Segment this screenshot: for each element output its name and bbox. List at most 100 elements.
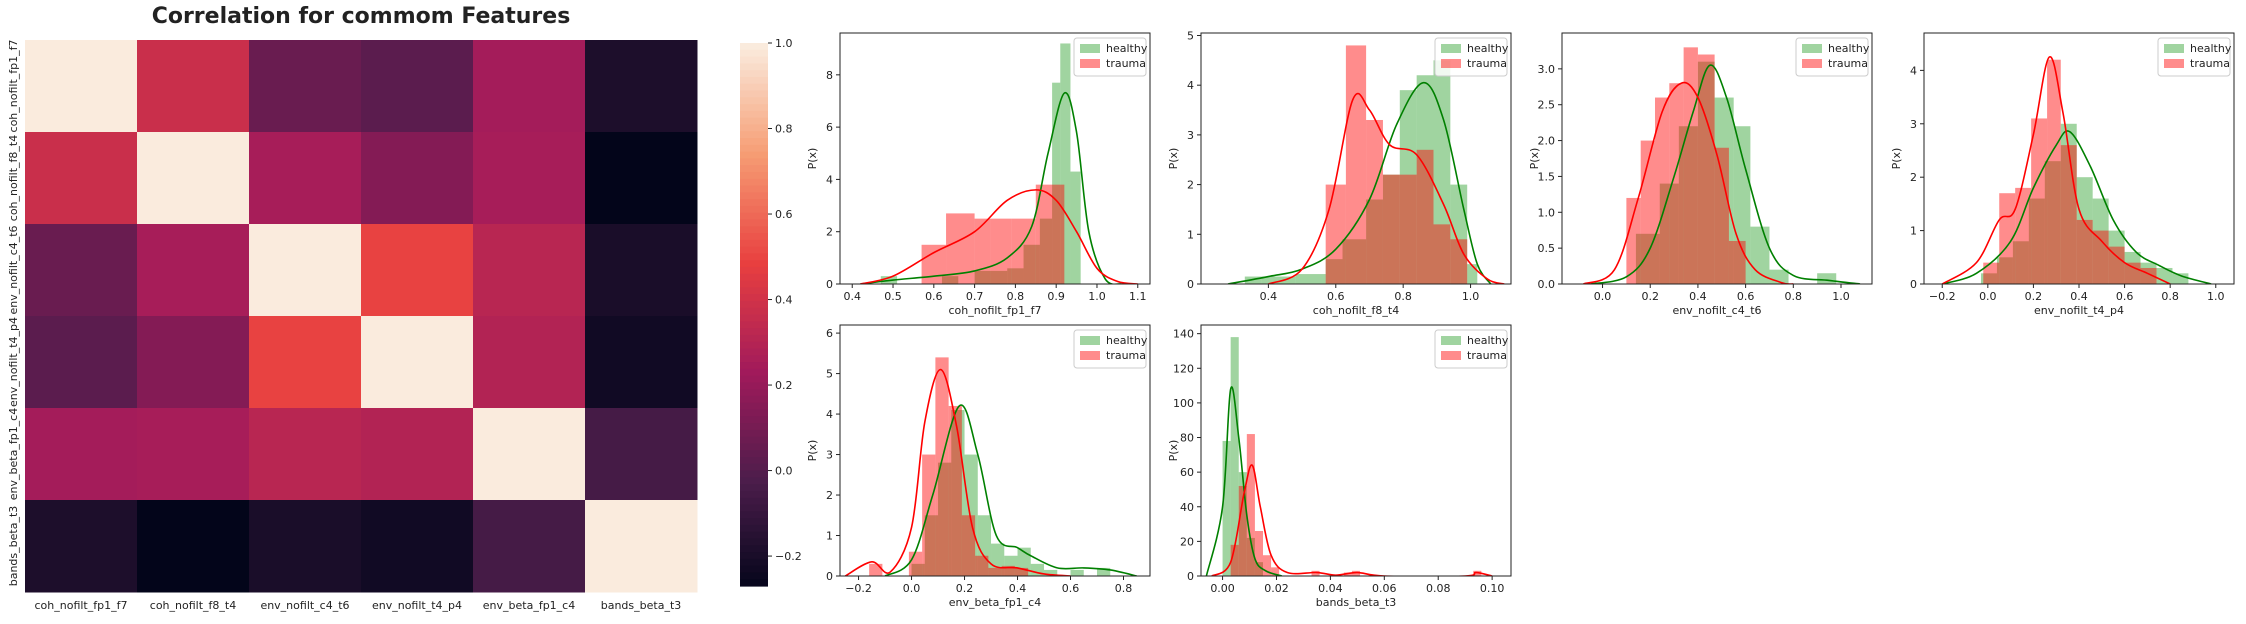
histogram-bar-trauma (908, 551, 923, 576)
colorbar-segment (740, 307, 768, 316)
colorbar-segment (740, 117, 768, 126)
histogram-bar-trauma (961, 515, 976, 576)
y-tick-label: 1 (826, 530, 833, 543)
heatmap-cell (25, 224, 138, 317)
heatmap-y-tick-label: env_beta_fp1_c4 (7, 408, 20, 500)
histogram-bar-healthy (1635, 233, 1660, 284)
histogram-bar-healthy (1342, 239, 1367, 284)
y-tick-label: 0 (1910, 278, 1917, 291)
colorbar-segment (740, 416, 768, 424)
histogram-bar-healthy (1467, 264, 1478, 284)
histogram-bar-healthy (1246, 537, 1255, 576)
heatmap-title: Correlation for commom Features (152, 4, 571, 29)
y-tick-label: 3 (826, 449, 833, 462)
histogram-bar-trauma (1366, 119, 1383, 284)
histogram-bar-trauma (1271, 567, 1280, 576)
histogram-bar-healthy (1996, 257, 2013, 284)
histogram-bar-trauma (1343, 572, 1352, 576)
x-tick-label: 1.0 (1462, 290, 1480, 303)
y-tick-label: 40 (1180, 501, 1194, 514)
colorbar-segment (740, 348, 768, 356)
histogram-bar-healthy (974, 270, 991, 284)
x-tick-label: 0.0 (903, 582, 921, 595)
colorbar-segment (740, 239, 768, 248)
legend-swatch-healthy (1080, 336, 1100, 345)
y-tick-label: 4 (826, 408, 833, 421)
colorbar-segment (740, 314, 768, 322)
colorbar-segment (740, 375, 768, 383)
colorbar-segment (740, 56, 768, 64)
heatmap-x-tick-label: coh_nofilt_fp1_f7 (35, 599, 128, 612)
histogram-bar-healthy (1714, 97, 1734, 284)
y-tick-label: 6 (826, 327, 833, 340)
histogram-bar-healthy (2076, 177, 2093, 284)
panel-frame (839, 32, 1151, 285)
histogram-bar-trauma (2108, 246, 2125, 284)
y-axis-label: P(x) (806, 440, 819, 462)
heatmap-cell (361, 224, 474, 317)
colorbar-segment (740, 545, 768, 553)
x-tick-label: 0.8 (1785, 290, 1803, 303)
colorbar-segment (740, 470, 768, 478)
heatmap-cell (585, 408, 698, 501)
colorbar-segment (740, 328, 768, 336)
colorbar-segment (740, 165, 768, 173)
colorbar-segment (740, 287, 768, 295)
histogram-bar-healthy (1295, 274, 1326, 284)
x-axis-label: env_nofilt_t4_p4 (2034, 304, 2124, 317)
histogram-bar-trauma (1655, 97, 1670, 284)
x-tick-label: −0.2 (1929, 290, 1956, 303)
heatmap-cell (473, 132, 586, 225)
x-tick-label: 0.10 (1480, 582, 1505, 595)
colorbar-segment (740, 362, 768, 370)
heatmap-cell (473, 316, 586, 409)
y-tick-label: 4 (1187, 79, 1194, 92)
histogram-bar-healthy (2172, 273, 2189, 284)
heatmap-cell (361, 500, 474, 593)
colorbar-tick-label: 1.0 (775, 37, 793, 50)
colorbar-tick-label: 0.6 (775, 208, 793, 221)
y-tick-label: 5 (1187, 29, 1194, 42)
heatmap-y-tick-label: coh_nofilt_f8_t4 (7, 135, 20, 221)
colorbar-segment (740, 565, 768, 574)
y-axis-label: P(x) (1167, 148, 1180, 170)
legend-label-trauma: trauma (1467, 57, 1507, 70)
panel-frame (1200, 32, 1512, 285)
histogram-bar-trauma (975, 555, 989, 576)
legend-swatch-trauma (1441, 59, 1461, 68)
histogram-bar-healthy (1007, 268, 1024, 284)
y-tick-label: 6 (826, 121, 833, 134)
heatmap-cell (137, 40, 250, 133)
kde-line-healthy (1205, 386, 1283, 576)
y-tick-label: 4 (1910, 64, 1917, 77)
heatmap-cell (137, 408, 250, 501)
panel-plot-area (1941, 56, 2212, 284)
heatmap-cell (361, 132, 474, 225)
x-tick-label: 1.0 (2207, 290, 2225, 303)
heatmap-x-tick-label: env_nofilt_t4_p4 (372, 599, 462, 612)
histogram-bar-healthy (911, 563, 925, 576)
y-tick-label: 5 (826, 368, 833, 381)
histogram-bar-trauma (1697, 54, 1715, 284)
histogram-bar-trauma (1416, 149, 1434, 284)
colorbar-segment (740, 131, 768, 139)
colorbar-segment (740, 463, 768, 472)
heatmap-cell (137, 224, 250, 317)
histogram-bar-healthy (1039, 218, 1053, 284)
kde-line-healthy (1590, 64, 1861, 284)
legend-label-healthy: healthy (1467, 42, 1509, 55)
heatmap-cell (25, 500, 138, 593)
x-tick-label: 0.00 (1210, 582, 1235, 595)
heatmap-cell (585, 224, 698, 317)
y-tick-label: 1.0 (1538, 206, 1556, 219)
heatmap-cell (249, 500, 362, 593)
histogram-bar-healthy (938, 462, 952, 576)
x-tick-label: 0.8 (1007, 290, 1025, 303)
histogram-bar-trauma (1626, 197, 1641, 284)
colorbar-segment (740, 511, 768, 519)
histogram-bar-healthy (2124, 251, 2141, 284)
colorbar-tick-label: 0.2 (775, 379, 793, 392)
heatmap-y-tick-label: coh_nofilt_fp1_f7 (7, 40, 20, 133)
heatmap-cell (585, 132, 698, 225)
x-tick-label: −0.2 (845, 582, 872, 595)
